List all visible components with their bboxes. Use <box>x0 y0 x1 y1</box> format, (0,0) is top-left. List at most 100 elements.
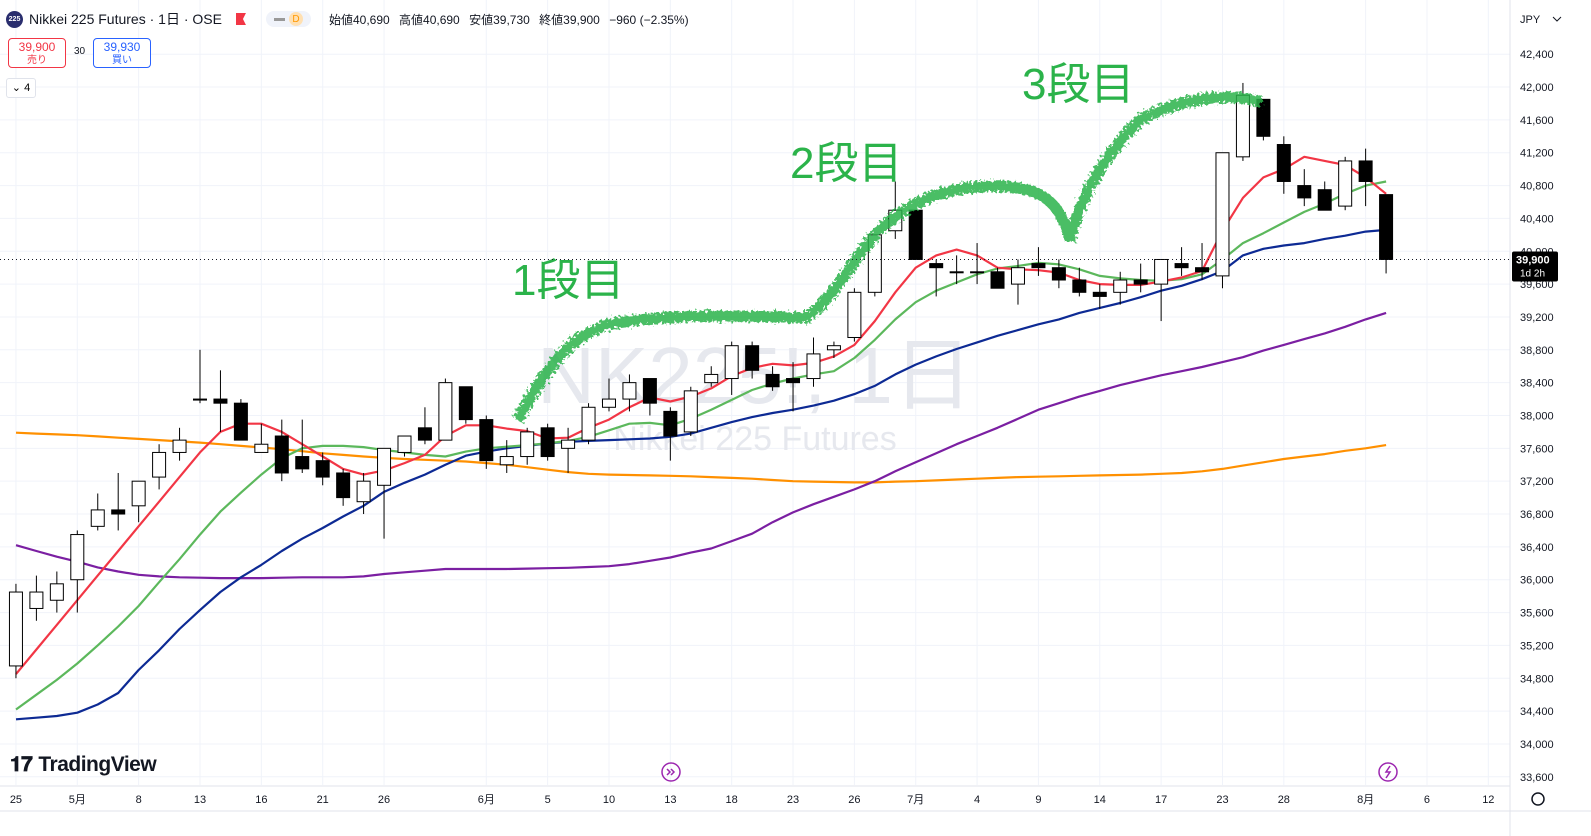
y-tick-label: 41,600 <box>1520 115 1554 127</box>
annotation: 2段目 <box>790 139 902 188</box>
x-tick-label: 13 <box>194 794 206 806</box>
currency[interactable]: JPY <box>1520 14 1541 26</box>
spread: 30 <box>74 46 86 57</box>
currency-caret <box>1552 16 1562 22</box>
candle-body <box>786 378 801 384</box>
candle-body <box>233 402 248 441</box>
y-tick-label: 40,400 <box>1520 213 1554 225</box>
candle-body <box>908 209 923 260</box>
candle-body <box>1215 152 1230 277</box>
x-tick-label: 8 <box>136 794 142 806</box>
candle-body <box>581 406 596 441</box>
y-tick-label: 39,200 <box>1520 312 1554 324</box>
x-tick-label: 26 <box>848 794 860 806</box>
sell-price: 39,900 <box>18 40 56 54</box>
candle-body <box>1317 189 1332 211</box>
quote-key: 終値 <box>539 12 564 27</box>
candle-body <box>1174 263 1189 269</box>
symbol-badge: 225 <box>6 10 23 28</box>
candle-body <box>499 456 514 466</box>
x-tick-label: 9 <box>1035 794 1041 806</box>
y-tick-label: 38,000 <box>1520 410 1554 422</box>
y-tick-label: 35,600 <box>1520 608 1554 620</box>
x-tick-label: 7月 <box>907 794 924 806</box>
candle-body <box>847 291 862 338</box>
y-tick-label: 42,000 <box>1520 82 1554 94</box>
candle-body <box>1256 98 1271 137</box>
y-tick-label: 36,800 <box>1520 509 1554 521</box>
candle-body <box>70 534 85 581</box>
candle-body <box>1154 258 1169 285</box>
settings-icon[interactable] <box>1531 792 1545 806</box>
x-tick-label: 4 <box>974 794 980 806</box>
y-tick-label: 37,600 <box>1520 443 1554 455</box>
x-tick-label: 8月 <box>1357 794 1374 806</box>
x-tick-label: 14 <box>1094 794 1106 806</box>
candle-body <box>1031 263 1046 269</box>
symbol[interactable]: Nikkei 225 Futures · 1日 · OSE <box>29 11 222 27</box>
x-tick-label: 25 <box>10 794 22 806</box>
event-icon[interactable] <box>661 762 681 782</box>
sell-button[interactable]: 39,900 売り <box>8 38 66 68</box>
candle-body <box>663 410 678 437</box>
logo: 𝟏𝟕 TradingView <box>10 753 157 776</box>
x-tick-label: 26 <box>378 794 390 806</box>
logo-text: TradingView <box>38 753 157 776</box>
flag[interactable] <box>235 13 246 25</box>
candle-body <box>479 419 494 462</box>
candle-body <box>561 439 576 449</box>
candle-body <box>1379 194 1394 260</box>
candle-body <box>254 443 269 453</box>
quote-value: 39,900 <box>563 12 600 27</box>
x-tick-label: 18 <box>726 794 738 806</box>
candle-body <box>990 271 1005 289</box>
candle-body <box>1338 160 1353 207</box>
indicator-toggle[interactable]: ⌄ 4 <box>6 78 36 98</box>
y-tick-label: 34,400 <box>1520 706 1554 718</box>
quote-value: 40,690 <box>423 12 460 27</box>
annotation: 3段目 <box>1022 60 1134 109</box>
candle-body <box>397 435 412 453</box>
y-tick-label: 41,200 <box>1520 148 1554 160</box>
status-pill[interactable]: D <box>265 11 311 27</box>
candle-body <box>213 398 228 404</box>
candle-body <box>356 480 371 503</box>
candle-body <box>724 345 739 380</box>
price-tag <box>1512 251 1558 282</box>
candle-body <box>765 373 780 388</box>
buy-button[interactable]: 39,930 買い <box>93 38 151 68</box>
candle-body <box>949 271 964 274</box>
price-tag-countdown: 1d 2h <box>1520 268 1545 279</box>
x-tick-label: 6 <box>1424 794 1430 806</box>
event-icon[interactable] <box>1378 762 1398 782</box>
candle-body <box>438 382 453 441</box>
candle-body <box>642 378 657 404</box>
quote-change: −960 (−2.35%) <box>609 12 689 27</box>
candle-body <box>315 460 330 478</box>
candle-body <box>172 439 187 453</box>
candle-body <box>458 386 473 421</box>
y-tick-label: 39,600 <box>1520 279 1554 291</box>
y-tick-label: 34,000 <box>1520 739 1554 751</box>
candle-body <box>683 390 698 433</box>
quote-value: 39,730 <box>493 12 530 27</box>
candle-body <box>1092 291 1107 297</box>
y-tick-label: 33,600 <box>1520 772 1554 784</box>
candle-body <box>745 345 760 371</box>
y-tick-label: 36,400 <box>1520 542 1554 554</box>
quote: 始値40,690 高値40,690 安値39,730 終値39,900 −960… <box>329 11 695 28</box>
candle-body <box>622 382 637 400</box>
buy-price: 39,930 <box>103 40 141 54</box>
candle-body <box>826 345 841 351</box>
candle-body <box>1358 160 1373 182</box>
event-icon-glyph <box>1384 765 1392 779</box>
hand-drawn-curve <box>513 91 1264 423</box>
candle-body <box>704 373 719 384</box>
y-tick-label: 35,200 <box>1520 640 1554 652</box>
candle-body <box>274 435 289 474</box>
event-icon-glyph <box>666 768 676 776</box>
x-tick-label: 17 <box>1155 794 1167 806</box>
sell-label: 売り <box>27 55 47 66</box>
price-tag-label: 39,900 <box>1516 254 1550 266</box>
